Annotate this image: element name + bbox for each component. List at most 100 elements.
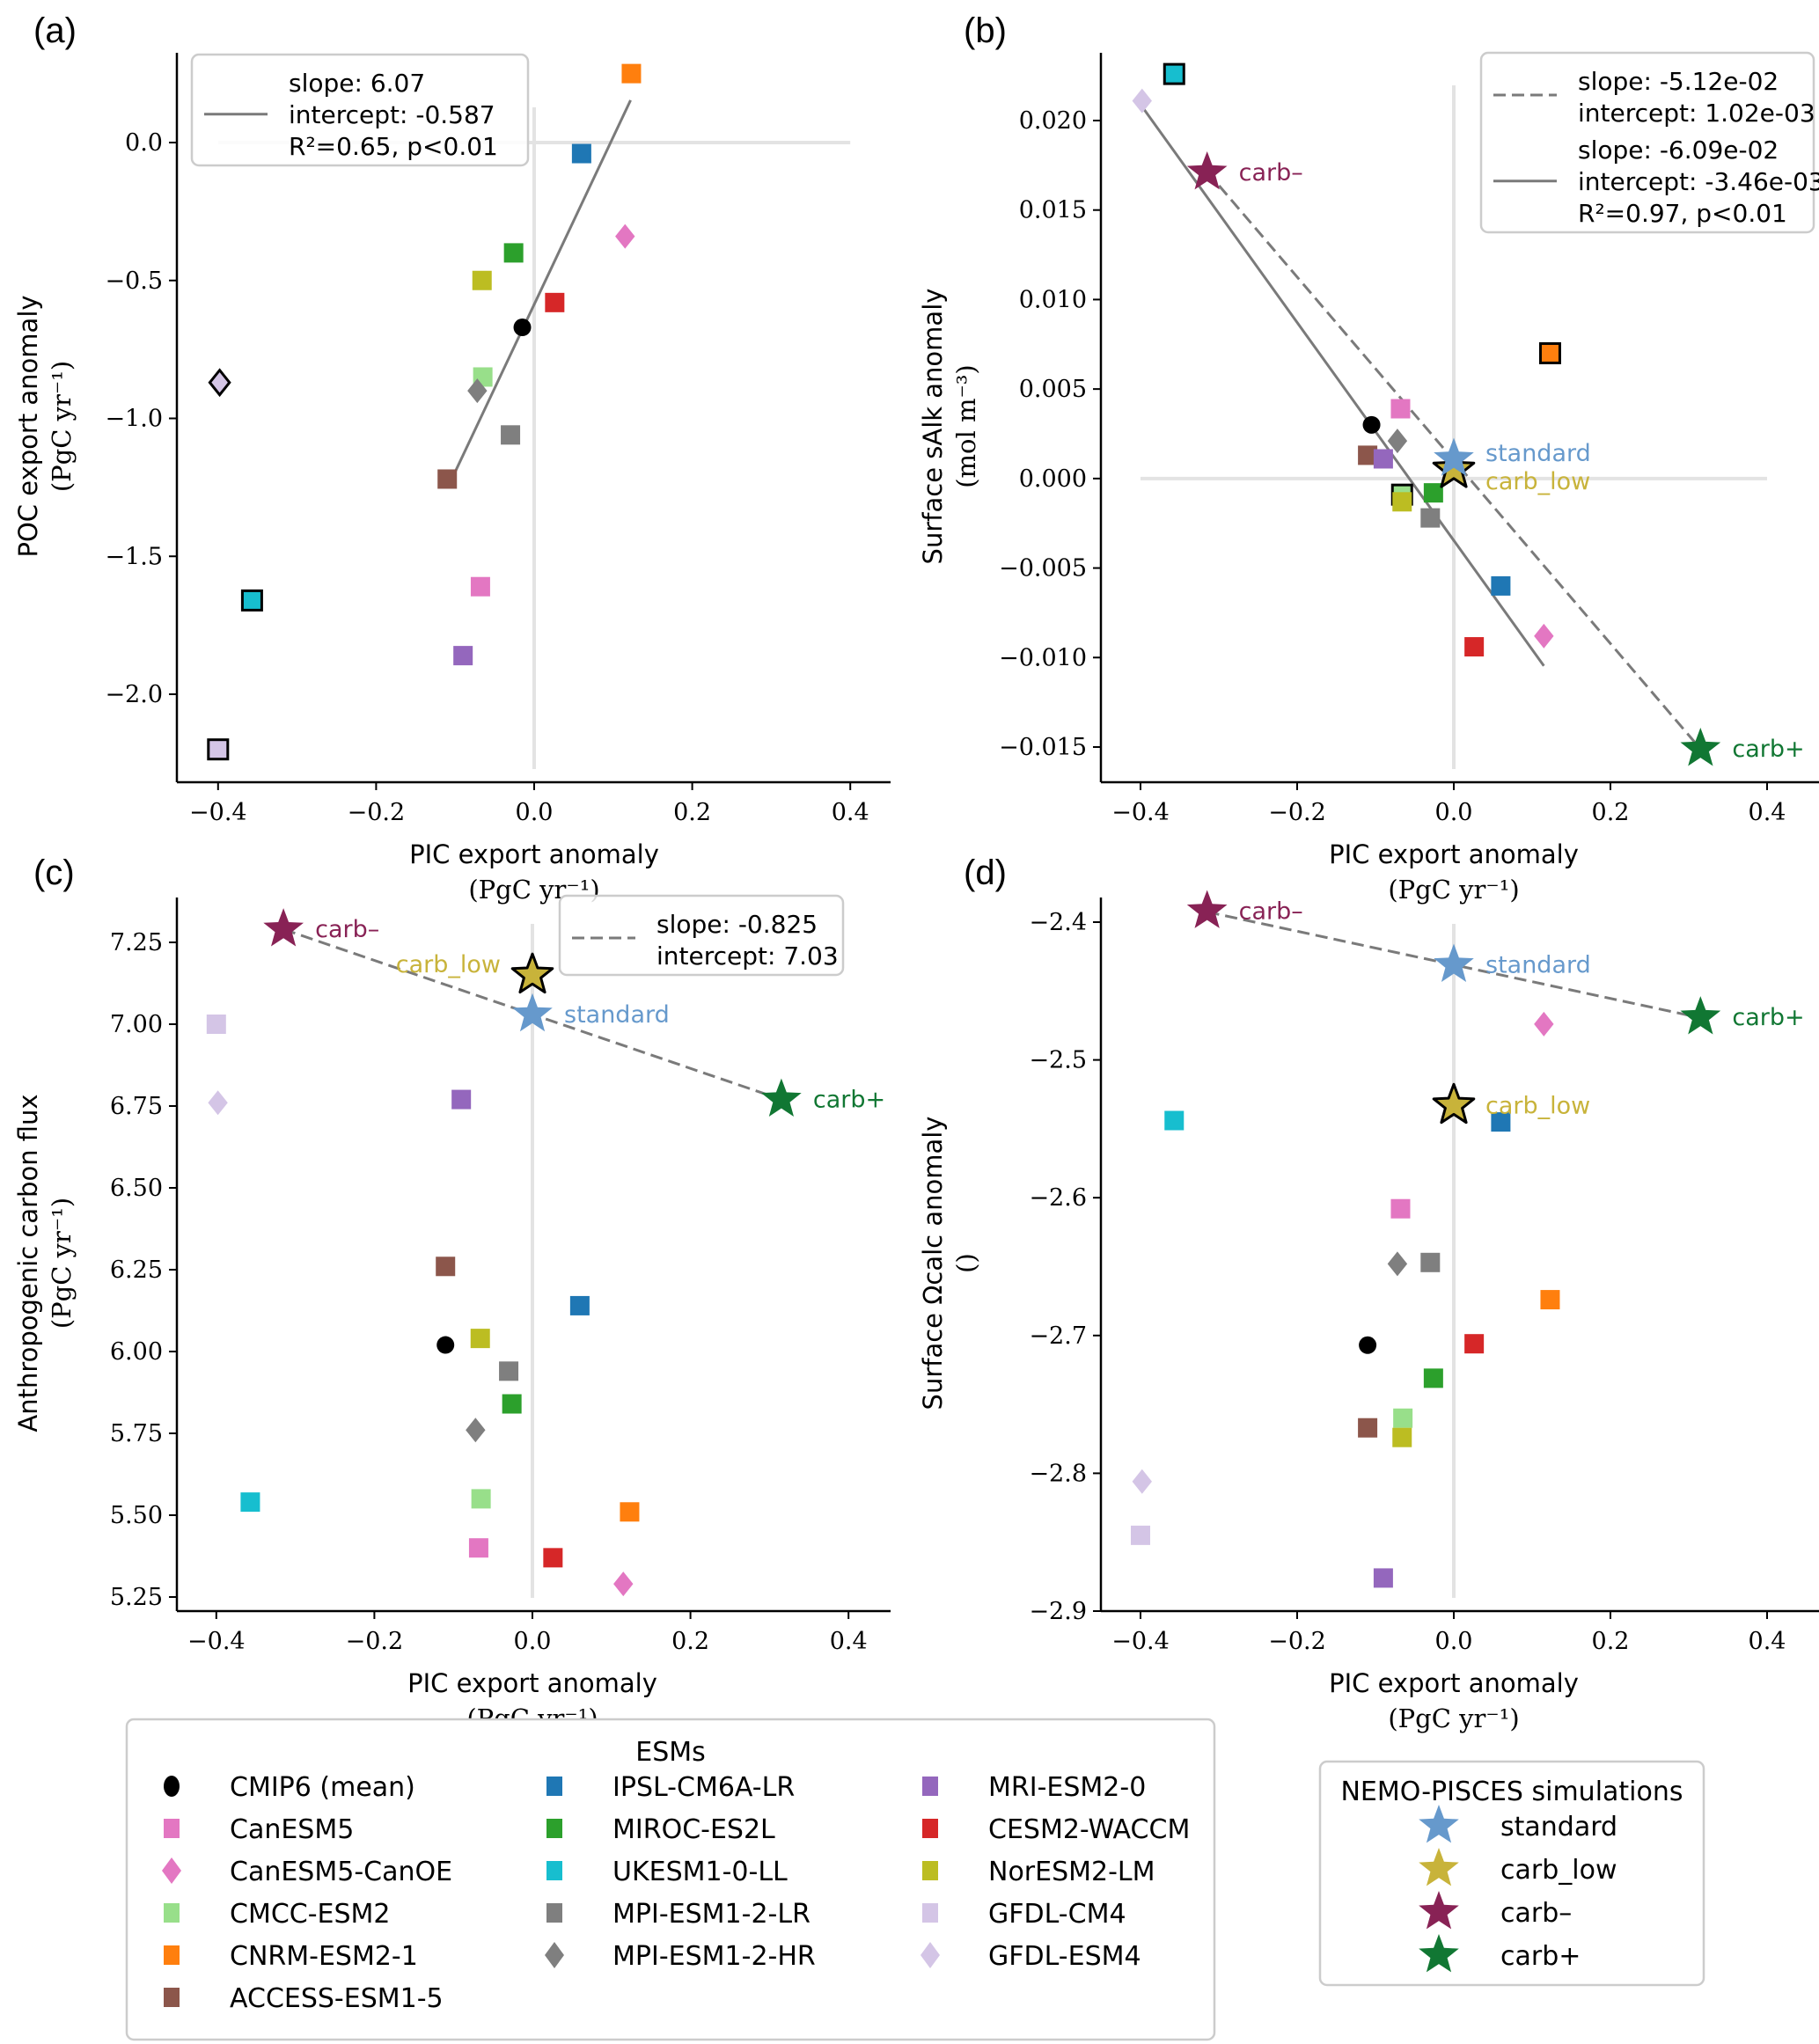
esm-legend-label: IPSL-CM6A-LR xyxy=(612,1772,795,1803)
panel-label: (c) xyxy=(33,853,75,892)
y-tick-label: 0.0 xyxy=(125,129,163,157)
point-mpi-esm1-2-hr xyxy=(466,1418,486,1443)
x-axis-label: PIC export anomaly xyxy=(1329,839,1579,869)
star-carb_low xyxy=(510,952,554,994)
star-label: carb+ xyxy=(1732,1004,1804,1031)
point-cesm2-waccm xyxy=(545,292,565,312)
simulation-legend-title: NEMO-PISCES simulations xyxy=(1340,1777,1683,1807)
point-ipsl-cm6a-lr xyxy=(571,143,591,164)
esm-legend-label: GFDL-ESM4 xyxy=(988,1941,1141,1972)
esm-legend-title: ESMs xyxy=(635,1737,706,1768)
y-tick-label: −2.6 xyxy=(1029,1184,1087,1212)
panel-label: (d) xyxy=(964,853,1007,892)
fit-line-solid xyxy=(453,99,632,473)
star-label: carb+ xyxy=(1732,736,1804,763)
legend-marker-square xyxy=(922,1819,938,1838)
x-axis-label: PIC export anomaly xyxy=(409,839,659,869)
simulation-legend-label: carb+ xyxy=(1500,1941,1581,1972)
esm-legend-item: CNRM-ESM2-1 xyxy=(164,1941,418,1972)
point-miroc-es2l xyxy=(1423,1368,1443,1388)
fit-legend-box xyxy=(190,53,530,167)
legend-star xyxy=(1419,1805,1459,1843)
legend-marker-square xyxy=(922,1861,938,1880)
y-tick-label: −1.0 xyxy=(105,406,163,433)
y-tick-label: −0.005 xyxy=(999,555,1087,582)
x-tick-label: 0.4 xyxy=(1749,799,1786,826)
y-tick-label: 0.015 xyxy=(1019,197,1087,224)
point-ukesm1-0-ll xyxy=(240,1492,260,1513)
point-ukesm1-0-ll xyxy=(1163,62,1185,85)
legend-star xyxy=(1419,1891,1459,1930)
simulation-legend-label: standard xyxy=(1500,1812,1617,1843)
point-gfdl-esm4 xyxy=(208,1090,228,1116)
point-canesm5 xyxy=(1390,1198,1411,1219)
fit-legend-text: intercept: -3.46e-03 xyxy=(1578,167,1819,196)
esm-legend-item: UKESM1-0-LL xyxy=(546,1857,788,1887)
point-canesm5 xyxy=(1390,399,1411,419)
esm-legend-item: MPI-ESM1-2-LR xyxy=(546,1899,810,1930)
y-tick-label: 6.50 xyxy=(110,1175,163,1202)
x-tick-label: 0.2 xyxy=(673,799,711,826)
esm-legend-label: GFDL-CM4 xyxy=(988,1899,1126,1930)
x-tick-label: −0.2 xyxy=(1268,1628,1326,1655)
star-carbminus xyxy=(1186,151,1228,190)
x-tick-label: −0.4 xyxy=(1111,1628,1170,1655)
y-tick-label: −1.5 xyxy=(105,543,163,570)
legend-marker-circle xyxy=(164,1776,180,1797)
point-noresm2-lm xyxy=(472,270,492,290)
y-tick-label: −2.8 xyxy=(1029,1460,1087,1487)
x-tick-label: 0.0 xyxy=(1435,1628,1473,1655)
y-tick-label: −2.0 xyxy=(105,681,163,708)
esm-legend-label: CNRM-ESM2-1 xyxy=(230,1941,418,1972)
star-label: carb– xyxy=(1239,897,1303,925)
y-axis-label: Surface sAlk anomaly xyxy=(918,289,948,565)
simulation-legend-item: carb+ xyxy=(1419,1934,1581,1973)
point-mpi-esm1-2-lr xyxy=(1420,1252,1441,1272)
legend-marker-square xyxy=(546,1861,562,1880)
point-ukesm1-0-ll xyxy=(240,589,263,612)
esm-legend-item: MRI-ESM2-0 xyxy=(922,1772,1146,1803)
y-axis-unit: (PgC yr⁻¹) xyxy=(47,361,77,492)
point-mpi-esm1-2-lr xyxy=(501,425,521,445)
fit-legend-text: R²=0.97, p<0.01 xyxy=(1578,199,1787,228)
point-mri-esm2-0 xyxy=(451,1089,472,1110)
simulation-legend-box xyxy=(1318,1760,1705,1987)
panel-b: (b) −0.4 −0.2 0.0 0.2 0.4 PIC export anomaly (P… xyxy=(918,11,1819,905)
x-tick-label: −0.4 xyxy=(187,1628,246,1655)
legend-marker-square xyxy=(164,1819,180,1838)
panel-d: (d) −0.4 −0.2 0.0 0.2 0.4 PIC export anomaly (P… xyxy=(918,853,1819,1733)
x-tick-label: −0.2 xyxy=(348,799,406,826)
x-axis-label: PIC export anomaly xyxy=(407,1668,657,1698)
y-tick-label: 6.00 xyxy=(110,1338,163,1366)
legend-marker-diamond xyxy=(921,1942,940,1968)
esm-legend-label: MRI-ESM2-0 xyxy=(988,1772,1146,1803)
esm-legend-item: CESM2-WACCM xyxy=(922,1814,1190,1845)
point-canesm5-canoe xyxy=(613,1571,634,1597)
x-tick-label: 0.2 xyxy=(671,1628,709,1655)
star-carb+ xyxy=(1680,728,1721,766)
point-cnrm-esm2-1 xyxy=(620,1502,640,1522)
legend-marker-square xyxy=(164,1945,180,1965)
esm-legend-item: CMCC-ESM2 xyxy=(164,1899,391,1930)
point-access-esm1-5 xyxy=(1358,1418,1378,1438)
y-tick-label: −2.7 xyxy=(1029,1322,1087,1350)
y-tick-label: −0.010 xyxy=(999,644,1087,671)
point-mpi-esm1-2-lr xyxy=(1420,508,1441,528)
x-tick-label: 0.4 xyxy=(832,799,869,826)
x-tick-label: 0.2 xyxy=(1592,799,1630,826)
point-cmcc-esm2 xyxy=(471,1489,491,1509)
point-gfdl-cm4 xyxy=(206,1015,226,1034)
x-axis-unit: (PgC yr⁻¹) xyxy=(1388,875,1519,905)
panel-c: (c) −0.4 −0.2 0.0 0.2 0.4 PIC export anomaly (P… xyxy=(13,853,891,1733)
y-tick-label: −2.5 xyxy=(1029,1047,1087,1074)
legend-marker-square xyxy=(164,1903,180,1923)
y-tick-label: 5.25 xyxy=(110,1584,163,1611)
esm-legend-label: MIROC-ES2L xyxy=(612,1814,775,1845)
y-tick-label: 0.010 xyxy=(1019,286,1087,313)
simulation-legend-label: carb_low xyxy=(1500,1855,1617,1886)
esm-legend-item: MIROC-ES2L xyxy=(546,1814,775,1845)
point-access-esm1-5 xyxy=(1358,445,1378,465)
point-cmip6-mean- xyxy=(513,319,532,337)
